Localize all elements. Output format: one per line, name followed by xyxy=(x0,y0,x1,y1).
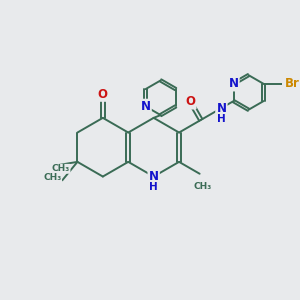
Text: CH₃: CH₃ xyxy=(44,173,62,182)
Text: N: N xyxy=(149,170,159,183)
Text: CH₃: CH₃ xyxy=(52,164,70,173)
Text: Br: Br xyxy=(285,77,300,90)
Text: O: O xyxy=(185,95,195,108)
Text: N: N xyxy=(229,77,238,90)
Text: H: H xyxy=(149,182,158,192)
Text: CH₃: CH₃ xyxy=(193,182,212,190)
Text: O: O xyxy=(98,88,108,100)
Text: N: N xyxy=(216,102,226,115)
Text: H: H xyxy=(217,114,226,124)
Text: N: N xyxy=(141,100,151,113)
